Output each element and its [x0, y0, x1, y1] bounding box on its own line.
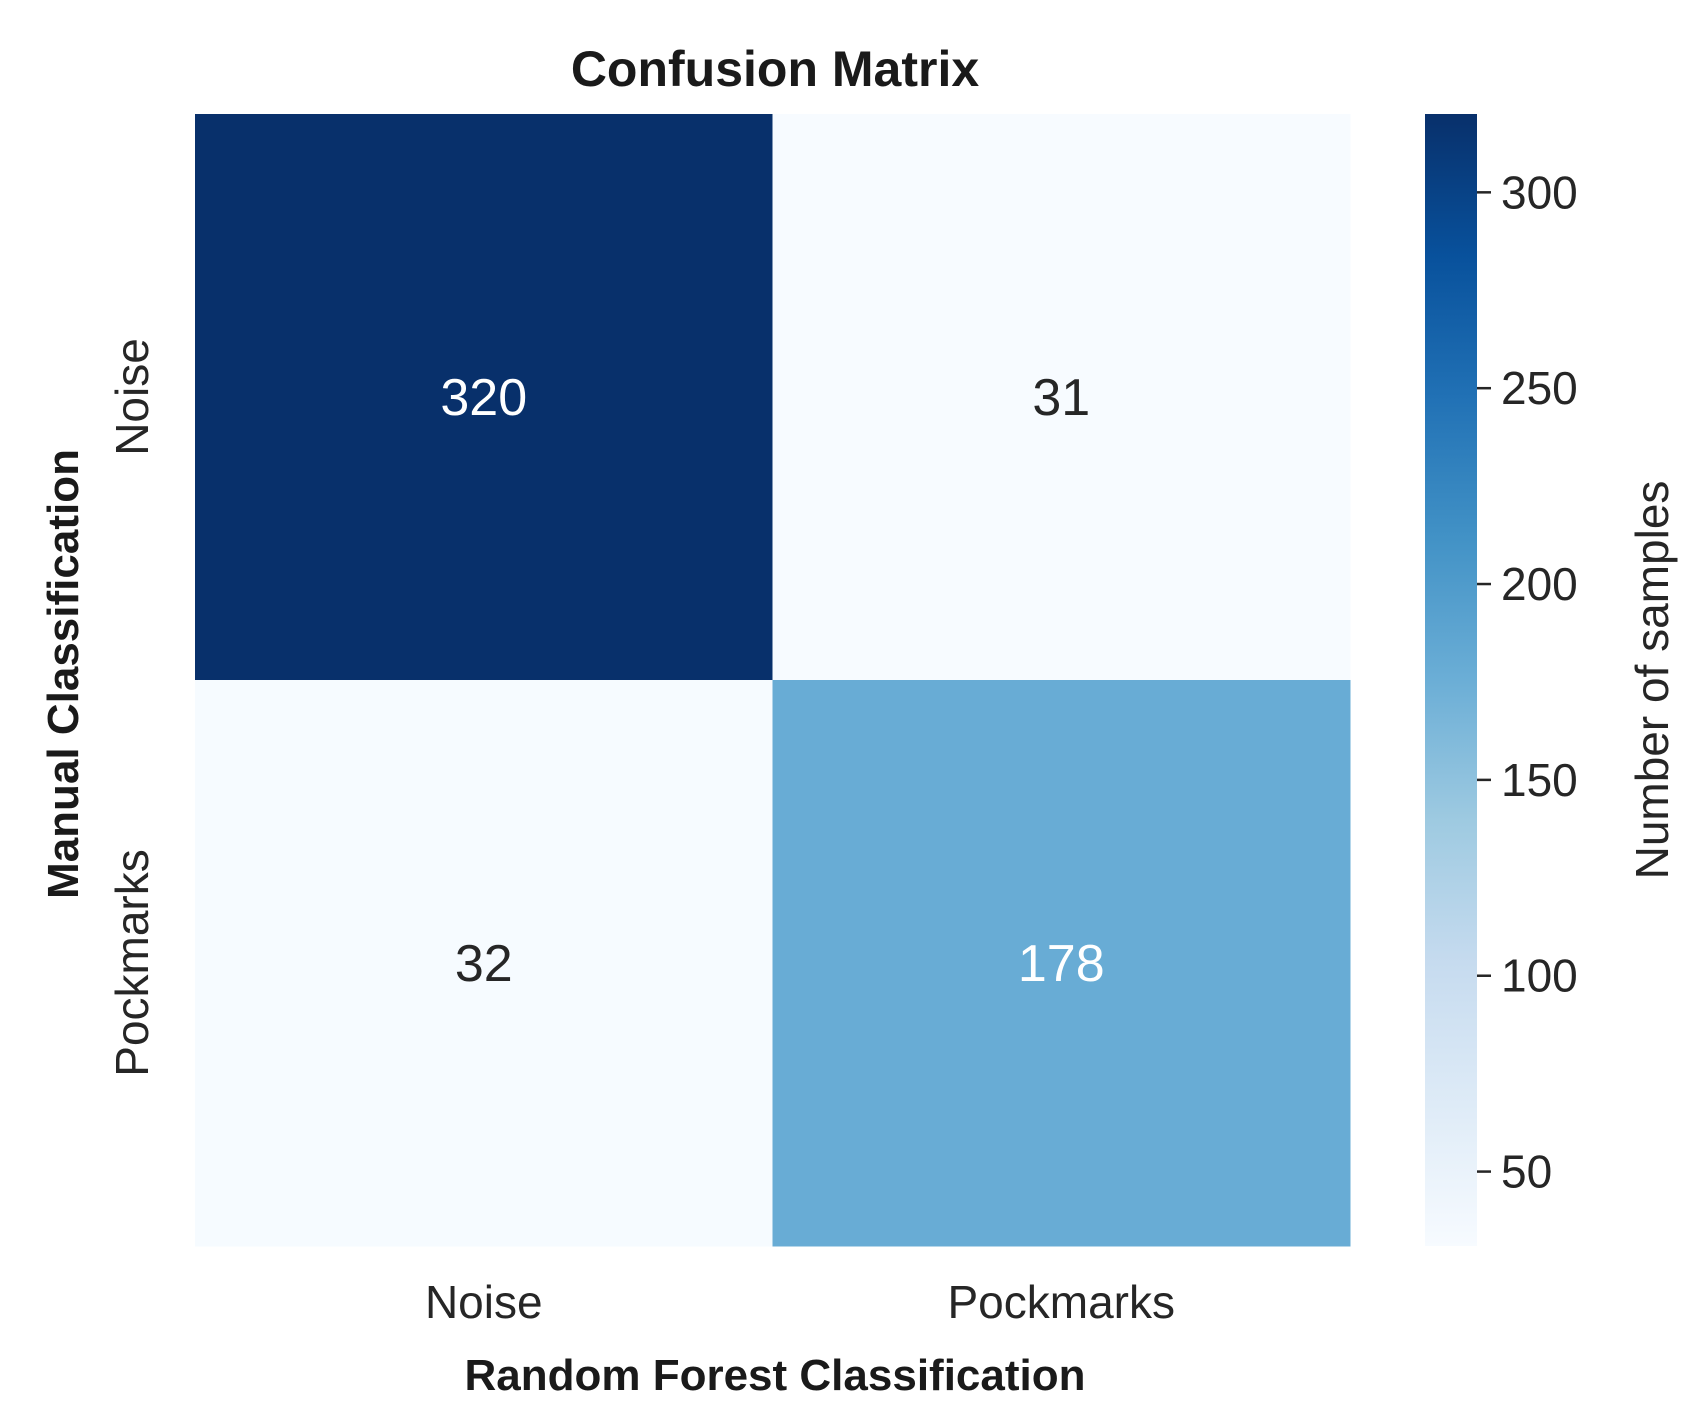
heatmap-cell — [772, 680, 1351, 1247]
y-tick-label: Pockmarks — [106, 849, 158, 1076]
heatmap-cell — [195, 680, 773, 1247]
cell-value-label: 31 — [1032, 369, 1090, 427]
colorbar-ticks: 50 100 150 200 250 300 — [1477, 166, 1578, 1198]
y-axis-title: Manual Classification — [39, 449, 88, 899]
colorbar-tick-label: 50 — [1501, 1146, 1552, 1198]
cell-value-label: 178 — [1018, 935, 1105, 993]
x-tick-labels: Noise Pockmarks — [425, 1276, 1175, 1328]
cell-value-label: 320 — [440, 369, 527, 427]
colorbar — [1425, 114, 1477, 1246]
colorbar-tick-label: 100 — [1501, 950, 1578, 1002]
colorbar-tick-label: 250 — [1501, 362, 1578, 414]
x-tick-label: Noise — [425, 1276, 543, 1328]
chart-title: Confusion Matrix — [571, 41, 980, 97]
heatmap-cell-labels: 320 31 32 178 — [440, 369, 1104, 993]
y-tick-labels: Noise Pockmarks — [106, 338, 158, 1077]
colorbar-label: Number of samples — [1626, 481, 1678, 880]
heatmap-cell — [772, 114, 1351, 681]
heatmap-cell — [195, 114, 773, 681]
heatmap-cells — [195, 114, 1351, 1247]
colorbar-tick-label: 150 — [1501, 754, 1578, 806]
y-tick-label: Noise — [106, 338, 158, 456]
colorbar-tick-label: 200 — [1501, 558, 1578, 610]
x-tick-label: Pockmarks — [948, 1276, 1175, 1328]
x-axis-title: Random Forest Classification — [464, 1351, 1085, 1400]
colorbar-tick-label: 300 — [1501, 166, 1578, 218]
cell-value-label: 32 — [455, 935, 513, 993]
